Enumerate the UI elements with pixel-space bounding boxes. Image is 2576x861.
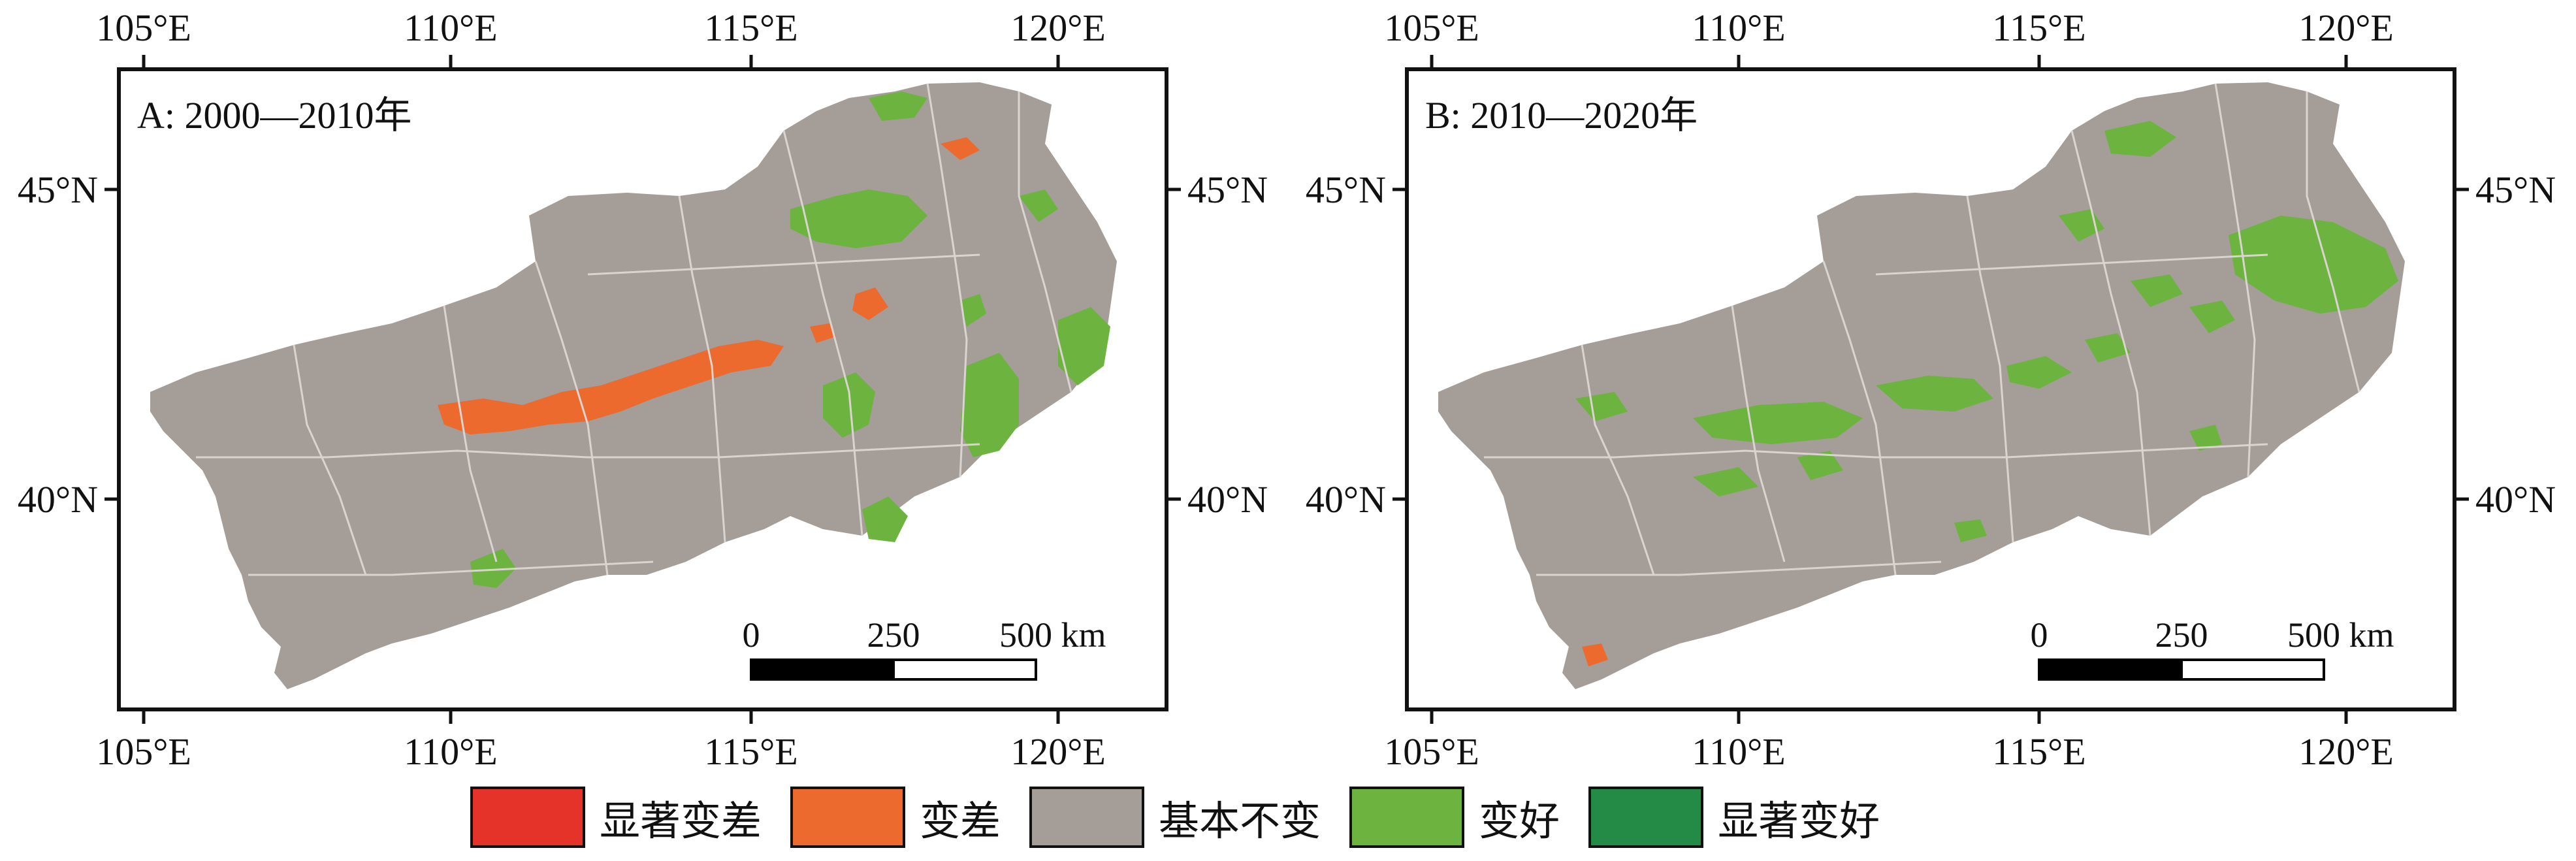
lon-label-bottom-120: 120°E — [1010, 730, 1106, 773]
legend-label: 变好 — [1479, 800, 1560, 844]
legend-swatch — [1029, 787, 1145, 848]
lon-label-top-110: 110°E — [404, 7, 497, 49]
lon-label-bottom-120: 120°E — [2298, 730, 2394, 773]
scale-label-500: 500 km — [999, 615, 1106, 655]
legend-label: 基本不变 — [1159, 800, 1321, 844]
legend-item-significant-better: 显著变好 — [1588, 787, 1880, 848]
scale-label-250: 250 — [2155, 615, 2208, 655]
lon-label-top-115: 115°E — [1992, 7, 2085, 49]
scale-label-0: 0 — [2031, 615, 2048, 655]
lon-label-top-120: 120°E — [2298, 7, 2394, 49]
map-panel-a-svg: 105°E 110°E 115°E 120°E 105°E 110°E 115°… — [18, 7, 1268, 773]
lon-label-top-105: 105°E — [1384, 7, 1479, 49]
lon-label-top-110: 110°E — [1692, 7, 1785, 49]
scale-bar: 0 250 500 km — [743, 615, 1106, 681]
worse-patches — [1582, 643, 1608, 666]
admin-boundaries — [196, 83, 1072, 576]
panel-title: B: 2010—2020年 — [1425, 94, 1698, 137]
region-map — [1438, 82, 2405, 689]
legend-label: 显著变差 — [600, 800, 762, 844]
lon-label-top-105: 105°E — [96, 7, 191, 49]
legend-swatch — [1588, 787, 1704, 848]
lon-label-bottom-115: 115°E — [704, 730, 797, 773]
scale-label-500: 500 km — [2287, 615, 2394, 655]
lon-label-top-115: 115°E — [704, 7, 797, 49]
lon-label-bottom-110: 110°E — [404, 730, 497, 773]
legend-swatch — [470, 787, 585, 848]
scale-bar-white-segment — [892, 658, 1037, 681]
scale-bar-black-segment — [750, 658, 895, 681]
legend-item-significant-worse: 显著变差 — [470, 787, 762, 848]
lon-label-top-120: 120°E — [1010, 7, 1106, 49]
legend-swatch — [790, 787, 906, 848]
lon-label-bottom-105: 105°E — [1384, 730, 1479, 773]
lon-label-bottom-110: 110°E — [1692, 730, 1785, 773]
legend-label: 显著变好 — [1718, 800, 1880, 844]
lat-label-left-45: 45°N — [1306, 169, 1386, 211]
admin-boundaries — [1484, 83, 2360, 576]
lat-label-right-45: 45°N — [2475, 169, 2556, 211]
map-panel-b-svg: 105°E 110°E 115°E 120°E 105°E 110°E 115°… — [1306, 7, 2556, 773]
panel-title: A: 2000—2010年 — [137, 94, 412, 137]
better-patches — [470, 91, 1110, 588]
lat-label-left-40: 40°N — [1306, 478, 1386, 521]
map-panel-b: 105°E 110°E 115°E 120°E 105°E 110°E 115°… — [1288, 0, 2576, 777]
ticks — [1393, 55, 2469, 724]
scale-bar-white-segment — [2180, 658, 2325, 681]
legend-item-worse: 变差 — [790, 787, 1001, 848]
legend-label: 变差 — [920, 800, 1001, 844]
legend-swatch — [1349, 787, 1465, 848]
worse-patches — [438, 137, 980, 434]
top-ticks — [105, 55, 1181, 724]
scale-label-250: 250 — [867, 615, 920, 655]
lon-label-bottom-115: 115°E — [1992, 730, 2085, 773]
better-patches — [1575, 121, 2398, 542]
scale-bar-black-segment — [2038, 658, 2183, 681]
lat-label-right-40: 40°N — [1187, 478, 1268, 521]
lat-label-right-40: 40°N — [2475, 478, 2556, 521]
legend: 显著变差 变差 基本不变 变好 显著变好 — [470, 781, 1908, 853]
legend-item-stable: 基本不变 — [1029, 787, 1321, 848]
scale-bar: 0 250 500 km — [2031, 615, 2394, 681]
scale-label-0: 0 — [743, 615, 760, 655]
lat-label-right-45: 45°N — [1187, 169, 1268, 211]
legend-item-better: 变好 — [1349, 787, 1560, 848]
lon-label-bottom-105: 105°E — [96, 730, 191, 773]
region-map — [150, 82, 1117, 689]
lat-label-left-40: 40°N — [18, 478, 98, 521]
lat-label-left-45: 45°N — [18, 169, 98, 211]
map-panel-a: 105°E 110°E 115°E 120°E 105°E 110°E 115°… — [0, 0, 1288, 777]
